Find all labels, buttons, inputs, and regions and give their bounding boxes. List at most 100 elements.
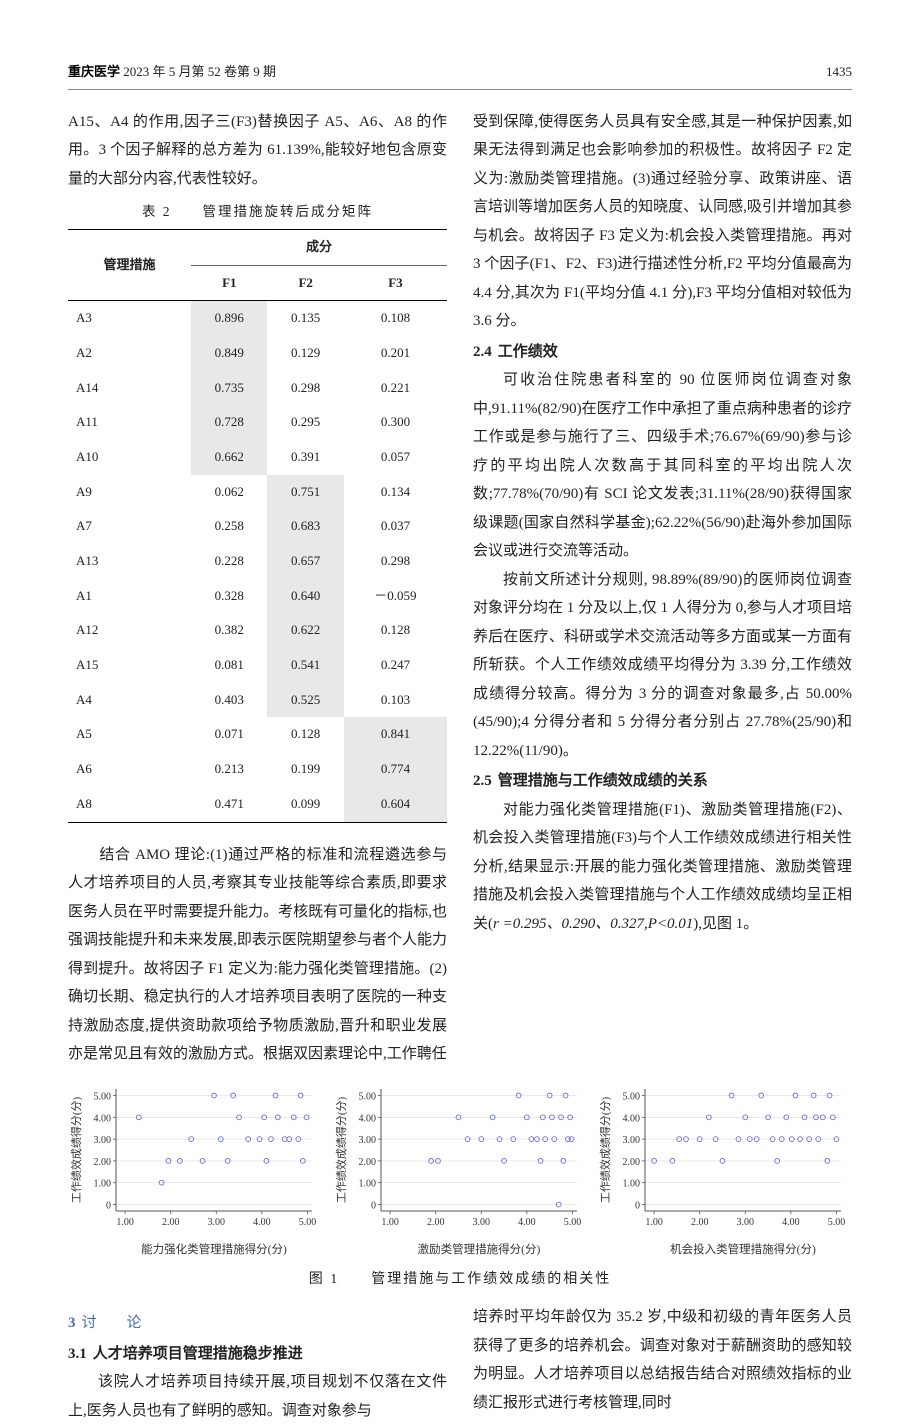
left-intro: A15、A4 的作用,因子三(F3)替换因子 A5、A6、A8 的作用。3 个因…	[68, 108, 447, 194]
table-cell: 0.622	[267, 613, 343, 648]
svg-text:5.00: 5.00	[358, 1091, 376, 1102]
table-cell: A11	[68, 405, 191, 440]
bottom-right-column: 培养时平均年龄仅为 35.2 岁,中级和初级的青年医务人员获得了更多的培养机会。…	[473, 1303, 852, 1425]
table-cell: 0.841	[344, 717, 447, 752]
svg-text:机会投入类管理措施得分(分): 机会投入类管理措施得分(分)	[671, 1242, 817, 1256]
table-cell: A14	[68, 371, 191, 406]
table-cell: 0.228	[191, 544, 267, 579]
th-f3: F3	[344, 265, 447, 301]
table-cell: A2	[68, 336, 191, 371]
scatter-panel: 01.002.003.004.005.001.002.003.004.005.0…	[333, 1081, 588, 1257]
table-cell: 0.247	[344, 648, 447, 683]
svg-text:2.00: 2.00	[358, 1156, 376, 1167]
svg-text:5.00: 5.00	[828, 1217, 846, 1228]
right-para2: 可收治住院患者科室的 90 位医师岗位调查对象中,91.11%(82/90)在医…	[473, 366, 852, 566]
figure1-caption: 图 1 管理措施与工作绩效成绩的相关性	[68, 1267, 852, 1294]
table-cell: 0.037	[344, 509, 447, 544]
table-row: A60.2130.1990.774	[68, 752, 447, 787]
table-cell: 0.295	[267, 405, 343, 440]
table-cell: 0.604	[344, 787, 447, 822]
page-number: 1435	[826, 60, 852, 85]
table-cell: A7	[68, 509, 191, 544]
table-cell: A10	[68, 440, 191, 475]
right-para1: 受到保障,使得医务人员具有安全感,其是一种保护因素,如果无法得到满足也会影响参加…	[473, 108, 852, 336]
table-row: A70.2580.6830.037	[68, 509, 447, 544]
svg-text:1.00: 1.00	[646, 1217, 664, 1228]
table-cell: 0.099	[267, 787, 343, 822]
table-row: A120.3820.6220.128	[68, 613, 447, 648]
svg-text:0: 0	[106, 1200, 111, 1211]
svg-text:3.00: 3.00	[358, 1135, 376, 1146]
svg-text:3.00: 3.00	[208, 1217, 226, 1228]
left-para-amo: 结合 AMO 理论:(1)通过严格的标准和流程遴选参与人才培养项目的人员,考察其…	[68, 841, 447, 1069]
svg-text:5.00: 5.00	[563, 1217, 581, 1228]
table-cell: 0.071	[191, 717, 267, 752]
table-row: A90.0620.7510.134	[68, 475, 447, 510]
svg-text:4.00: 4.00	[623, 1113, 641, 1124]
table-cell: 0.328	[191, 579, 267, 614]
table-cell: 0.391	[267, 440, 343, 475]
svg-text:5.00: 5.00	[94, 1091, 112, 1102]
table-cell: －0.059	[344, 579, 447, 614]
svg-text:能力强化类管理措施得分(分): 能力强化类管理措施得分(分)	[141, 1242, 287, 1256]
table-row: A50.0710.1280.841	[68, 717, 447, 752]
svg-text:2.00: 2.00	[623, 1156, 641, 1167]
table-cell: A8	[68, 787, 191, 822]
svg-text:1.00: 1.00	[623, 1178, 641, 1189]
table-cell: 0.662	[191, 440, 267, 475]
svg-text:工作绩效成绩得分(分): 工作绩效成绩得分(分)	[69, 1096, 83, 1203]
svg-text:1.00: 1.00	[381, 1217, 399, 1228]
table-cell: 0.128	[267, 717, 343, 752]
table-cell: A3	[68, 301, 191, 336]
svg-text:5.00: 5.00	[299, 1217, 317, 1228]
table-cell: 0.774	[344, 752, 447, 787]
scatter-panel: 01.002.003.004.005.001.002.003.004.005.0…	[68, 1081, 323, 1257]
svg-text:2.00: 2.00	[427, 1217, 445, 1228]
svg-text:4.00: 4.00	[782, 1217, 800, 1228]
table-cell: 0.657	[267, 544, 343, 579]
table-cell: 0.298	[267, 371, 343, 406]
svg-text:工作绩效成绩得分(分): 工作绩效成绩得分(分)	[598, 1096, 612, 1203]
svg-text:2.00: 2.00	[691, 1217, 709, 1228]
svg-text:4.00: 4.00	[94, 1113, 112, 1124]
table-cell: 0.128	[344, 613, 447, 648]
svg-text:1.00: 1.00	[116, 1217, 133, 1228]
table-row: A30.8960.1350.108	[68, 301, 447, 336]
table-cell: 0.298	[344, 544, 447, 579]
table-cell: A1	[68, 579, 191, 614]
figure1-panels: 0 1.00 2.00 3.00 4.00 5.00 1.00 2.00 3.00 4.00 5.0…	[68, 1081, 852, 1257]
table-cell: 0.525	[267, 683, 343, 718]
svg-text:4.00: 4.00	[358, 1113, 376, 1124]
svg-text:3.00: 3.00	[623, 1135, 641, 1146]
table-row: A80.4710.0990.604	[68, 787, 447, 822]
table-cell: 0.300	[344, 405, 447, 440]
table-cell: 0.728	[191, 405, 267, 440]
table-row: A20.8490.1290.201	[68, 336, 447, 371]
svg-text:0: 0	[635, 1200, 640, 1211]
table-cell: 0.135	[267, 301, 343, 336]
table-cell: 0.735	[191, 371, 267, 406]
svg-text:3.00: 3.00	[94, 1135, 112, 1146]
heading-2-4: 2.42.4 工作绩效工作绩效	[473, 338, 852, 367]
svg-text:2.00: 2.00	[162, 1217, 180, 1228]
table-cell: 0.751	[267, 475, 343, 510]
heading-3-1: 3.1人才培养项目管理措施稳步推进	[68, 1340, 447, 1369]
scatter-panel: 01.002.003.004.005.001.002.003.004.005.0…	[597, 1081, 852, 1257]
table-cell: A12	[68, 613, 191, 648]
table-cell: 0.640	[267, 579, 343, 614]
bottom-right-para: 培养时平均年龄仅为 35.2 岁,中级和初级的青年医务人员获得了更多的培养机会。…	[473, 1303, 852, 1417]
svg-text:1.00: 1.00	[94, 1178, 112, 1189]
table-cell: 0.057	[344, 440, 447, 475]
svg-text:5.00: 5.00	[623, 1091, 641, 1102]
table-cell: 0.199	[267, 752, 343, 787]
bottom-columns: 3讨 论 3.1人才培养项目管理措施稳步推进 该院人才培养项目持续开展,项目规划…	[68, 1303, 852, 1425]
table-cell: 0.103	[344, 683, 447, 718]
table-row: A100.6620.3910.057	[68, 440, 447, 475]
th-measure: 管理措施	[68, 229, 191, 300]
svg-text:工作绩效成绩得分(分): 工作绩效成绩得分(分)	[334, 1096, 348, 1203]
table-cell: 0.201	[344, 336, 447, 371]
main-columns: A15、A4 的作用,因子三(F3)替换因子 A5、A6、A8 的作用。3 个因…	[68, 108, 852, 1069]
table-cell: A9	[68, 475, 191, 510]
heading-2-5: 2.5管理措施与工作绩效成绩的关系	[473, 767, 852, 796]
table-cell: A4	[68, 683, 191, 718]
